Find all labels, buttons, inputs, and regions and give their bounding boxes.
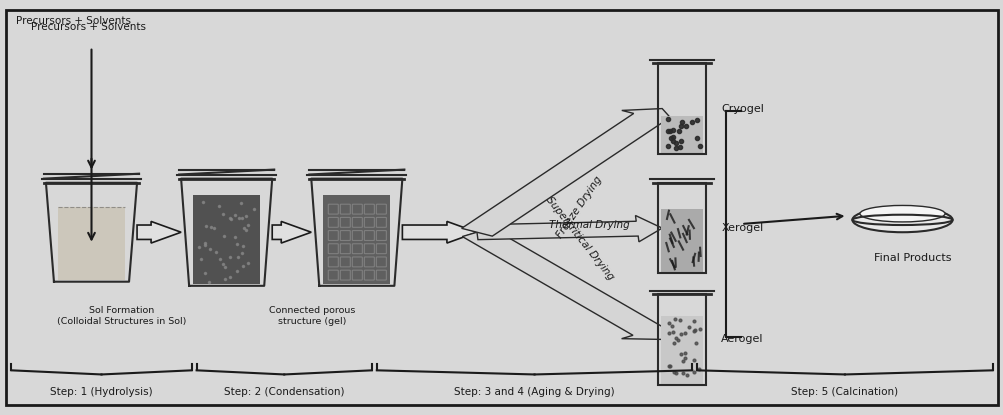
Text: Connected porous
structure (gel): Connected porous structure (gel) [269, 306, 355, 326]
FancyBboxPatch shape [6, 10, 997, 405]
FancyBboxPatch shape [661, 116, 702, 153]
Text: Precursors + Solvents: Precursors + Solvents [16, 16, 131, 26]
Text: Cryogel: Cryogel [720, 104, 763, 114]
Text: Xerogel: Xerogel [720, 223, 762, 233]
FancyBboxPatch shape [661, 209, 702, 272]
Text: Freeze Drying: Freeze Drying [555, 175, 604, 240]
Text: Thermal Drying: Thermal Drying [549, 220, 629, 230]
FancyBboxPatch shape [323, 195, 390, 284]
FancyBboxPatch shape [58, 208, 125, 280]
Text: Supercritical Drying: Supercritical Drying [544, 195, 615, 282]
FancyBboxPatch shape [193, 195, 260, 284]
Text: Step: 3 and 4 (Aging & Drying): Step: 3 and 4 (Aging & Drying) [453, 387, 614, 397]
FancyArrow shape [137, 222, 181, 243]
Text: Sol Formation
(Colloidal Structures in Sol): Sol Formation (Colloidal Structures in S… [57, 306, 186, 326]
Polygon shape [475, 215, 662, 242]
Text: Step: 2 (Condensation): Step: 2 (Condensation) [224, 387, 344, 397]
FancyArrow shape [272, 222, 311, 243]
Text: Precursors + Solvents: Precursors + Solvents [31, 22, 146, 32]
Text: Aerogel: Aerogel [720, 334, 763, 344]
Ellipse shape [860, 205, 944, 222]
Text: Step: 1 (Hydrolysis): Step: 1 (Hydrolysis) [50, 387, 152, 397]
Ellipse shape [852, 208, 952, 232]
Polygon shape [461, 109, 676, 236]
Text: Final Products: Final Products [873, 253, 950, 263]
FancyArrow shape [402, 222, 476, 243]
FancyBboxPatch shape [661, 315, 702, 383]
Polygon shape [461, 228, 673, 339]
Text: Step: 5 (Calcination): Step: 5 (Calcination) [790, 387, 898, 397]
